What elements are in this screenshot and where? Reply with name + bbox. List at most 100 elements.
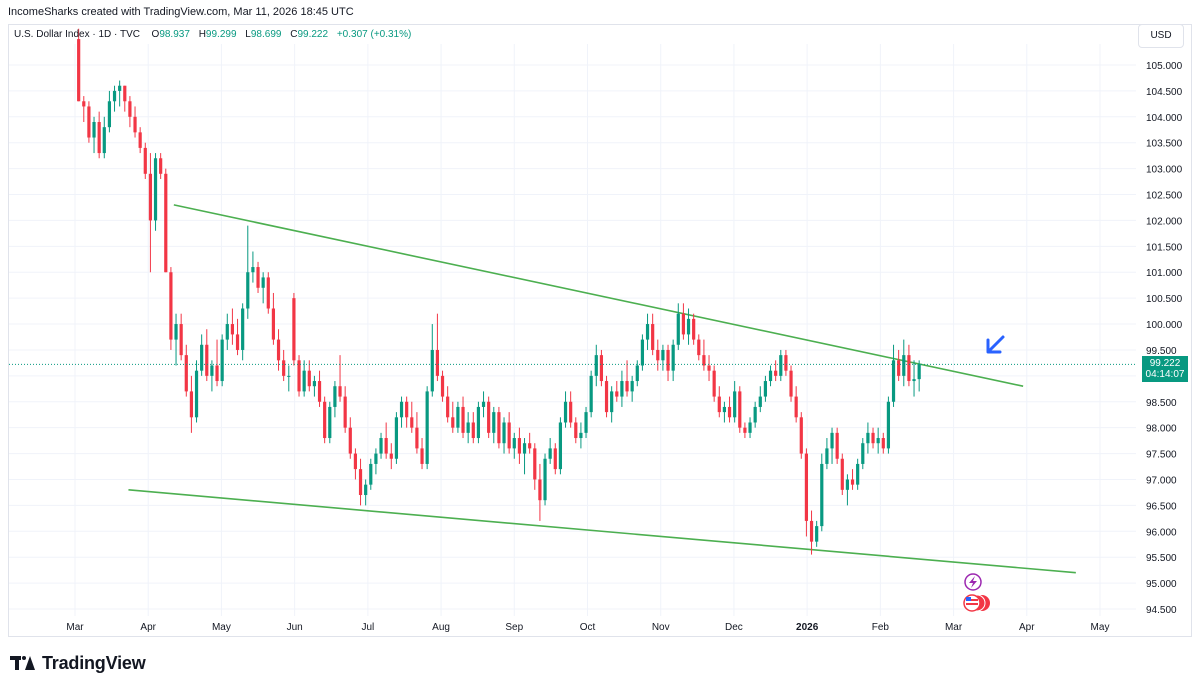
- candle-body: [312, 381, 317, 387]
- lightning-event-icon[interactable]: [964, 573, 982, 591]
- candle: [681, 303, 686, 340]
- candle-body: [256, 267, 260, 288]
- candle: [743, 422, 747, 439]
- candle: [358, 458, 363, 506]
- candle-body: [768, 370, 773, 382]
- x-tick-label: Jul: [361, 622, 374, 633]
- x-tick-label: Jun: [287, 622, 303, 633]
- candle-body: [594, 355, 598, 376]
- y-tick-label: 97.000: [1146, 475, 1177, 486]
- y-tick-label: 94.500: [1146, 605, 1177, 616]
- candle: [620, 370, 624, 407]
- candle: [169, 267, 173, 350]
- candle-body: [487, 401, 491, 433]
- candle-body: [138, 132, 142, 148]
- legend-low: 98.699: [250, 29, 282, 40]
- chart-frame: [8, 24, 1192, 637]
- candle: [415, 412, 419, 454]
- candle: [210, 360, 214, 392]
- candle-body: [553, 448, 557, 470]
- candle: [666, 344, 670, 382]
- candle: [548, 438, 552, 464]
- candle: [461, 396, 465, 439]
- candle: [840, 453, 844, 496]
- candle-body: [907, 355, 911, 382]
- legend-symbol[interactable]: U.S. Dollar Index · 1D · TVC: [14, 29, 140, 40]
- candle-body: [210, 365, 214, 376]
- candle: [594, 344, 598, 387]
- candle: [420, 438, 424, 470]
- candle: [569, 391, 573, 428]
- candle: [799, 412, 803, 459]
- candle: [159, 153, 163, 179]
- candle-body: [389, 453, 393, 459]
- candle: [768, 365, 773, 387]
- candle-body: [174, 324, 178, 340]
- candle: [543, 453, 547, 506]
- y-tick-label: 95.000: [1146, 579, 1177, 590]
- candle-body: [635, 365, 639, 382]
- candle: [625, 360, 629, 397]
- candle-body: [640, 339, 645, 366]
- candle: [487, 396, 491, 439]
- candle: [692, 313, 696, 345]
- candle-body: [425, 391, 429, 464]
- y-tick-label: 98.500: [1146, 398, 1177, 409]
- candle-body: [415, 427, 419, 449]
- y-tick-label: 104.500: [1146, 87, 1183, 98]
- y-tick-label: 100.000: [1146, 320, 1183, 331]
- candle-body: [671, 344, 675, 371]
- x-tick-label: Mar: [66, 622, 84, 633]
- candle-body: [394, 417, 399, 459]
- candle-body: [358, 469, 363, 496]
- candle-body: [727, 406, 732, 418]
- candle-body: [328, 406, 332, 439]
- candle: [917, 360, 921, 392]
- candle-body: [651, 324, 655, 350]
- candle: [179, 313, 183, 361]
- grid-lines: [9, 44, 1136, 616]
- candle: [809, 510, 814, 555]
- x-tick-label: Apr: [1019, 622, 1035, 633]
- candle: [779, 349, 783, 382]
- candle: [317, 370, 322, 407]
- legend-low-label: L: [245, 29, 251, 40]
- candle: [563, 391, 568, 428]
- candle-body: [917, 364, 921, 380]
- candle: [528, 432, 532, 454]
- candle: [333, 381, 337, 418]
- candle-body: [707, 365, 711, 371]
- candle: [825, 438, 829, 470]
- candle-body: [379, 438, 383, 454]
- candle-body: [804, 453, 809, 521]
- y-tick-label: 99.500: [1146, 346, 1177, 357]
- candle-body: [599, 355, 604, 382]
- candle: [338, 355, 342, 402]
- candle: [205, 329, 209, 382]
- us-flag-event-icon[interactable]: [963, 594, 990, 612]
- candle: [558, 417, 563, 475]
- candle-body: [200, 344, 204, 371]
- candle: [435, 313, 440, 382]
- candle-body: [763, 381, 768, 397]
- candle-body: [123, 85, 127, 102]
- candle-body: [184, 355, 188, 392]
- candle-body: [194, 370, 199, 418]
- x-tick-label: May: [212, 622, 231, 633]
- candle-body: [645, 324, 650, 340]
- currency-button[interactable]: USD: [1138, 24, 1184, 48]
- candle-body: [77, 39, 81, 102]
- tradingview-logo[interactable]: TradingView: [10, 652, 146, 674]
- candle-body: [871, 432, 875, 444]
- x-tick-label: Dec: [725, 622, 743, 633]
- candle-body: [517, 438, 522, 454]
- candle: [97, 111, 101, 159]
- candle-body: [251, 267, 255, 273]
- candle-body: [543, 458, 547, 501]
- candle-body: [323, 401, 327, 439]
- candle: [712, 365, 716, 402]
- bar-countdown: 04:14:07: [1145, 369, 1185, 381]
- candle-body: [604, 381, 609, 413]
- candle: [112, 85, 117, 112]
